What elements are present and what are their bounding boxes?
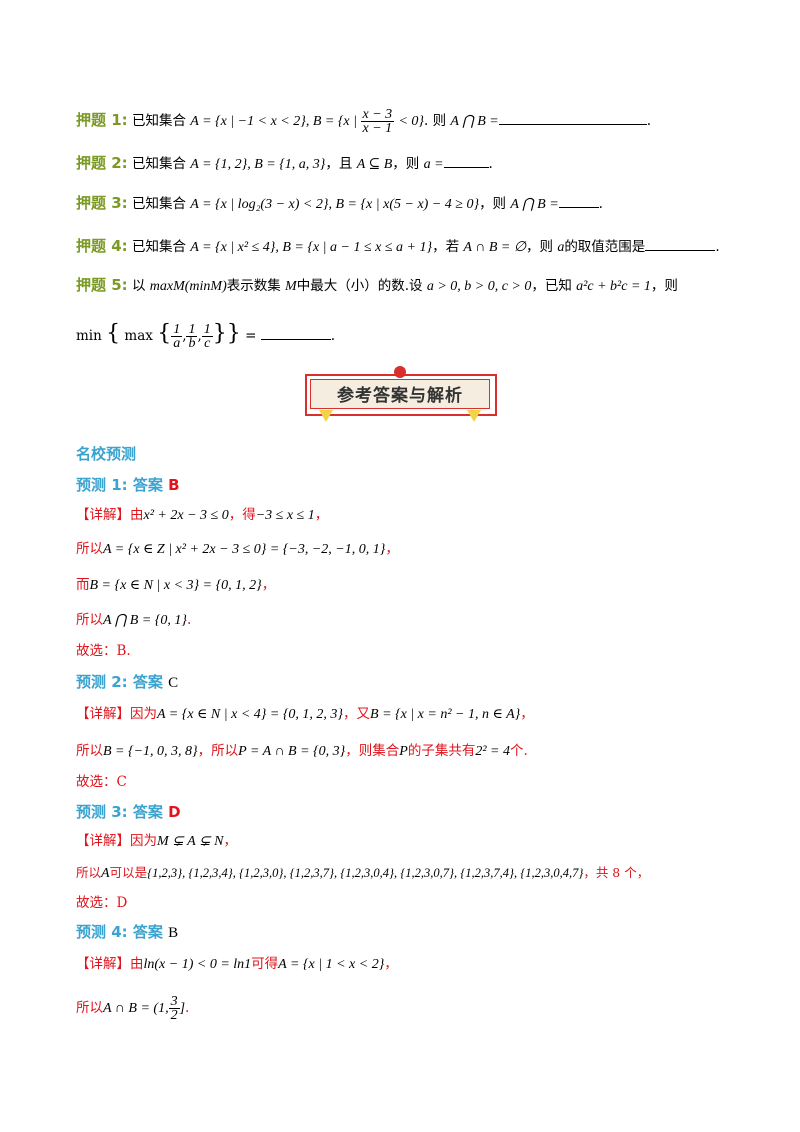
answer-1-header: 预测 1: 答案 B (76, 476, 180, 494)
answer-4-line-1: 【详解】由ln(x − 1) < 0 = ln1可得A = {x | 1 < x… (76, 956, 398, 972)
problem-label: 押题 4: (76, 237, 128, 255)
answer-3-choice: 故选：D (76, 895, 128, 911)
problem-label: 押题 1: (76, 111, 128, 129)
problem-5: 押题 5: 以 maxM(minM)表示数集 M中最大（小）的数.设 a > 0… (76, 276, 678, 294)
problem-4: 押题 4: 已知集合 A = {x | x² ≤ 4}, B = {x | a … (76, 236, 720, 255)
answer-blank (443, 153, 489, 168)
answer-2-choice: 故选：C (76, 774, 127, 790)
answer-3-line-1: 【详解】因为M ⊊ A ⊊ N， (76, 833, 238, 849)
problem-label: 押题 3: (76, 194, 128, 212)
answer-3-header: 预测 3: 答案 D (76, 803, 181, 821)
answer-1-line-2: 所以A = {x ∈ Z | x² + 2x − 3 ≤ 0} = {−3, −… (76, 541, 399, 557)
ribbon-left-icon (319, 410, 333, 422)
problem-label: 押题 2: (76, 154, 128, 172)
answer-2-header: 预测 2: 答案 C (76, 673, 179, 691)
answer-4-header: 预测 4: 答案 B (76, 923, 179, 941)
problem-1: 押题 1: 已知集合 A = {x | −1 < x < 2}, B = {x … (76, 107, 651, 136)
problem-5-expression: min { max {1 a, 1 b, 1 c}} = . (76, 321, 335, 351)
section-title: 名校预测 (76, 445, 137, 463)
answer-blank (498, 110, 647, 125)
answer-blank (645, 236, 716, 251)
answer-2-line-2: 所以B = {−1, 0, 3, 8}，所以P = A ∩ B = {0, 3}… (76, 743, 528, 759)
answer-1-line-1: 【详解】由x² + 2x − 3 ≤ 0，得−3 ≤ x ≤ 1， (76, 507, 329, 523)
answer-4-line-2: 所以A ∩ B = (1, 3 2]. (76, 994, 190, 1023)
section-banner: 参考答案与解析 (305, 366, 497, 422)
answer-3-line-2: 所以A可以是{1,2,3}, {1,2,3,4}, {1,2,3,0}, {1,… (76, 865, 650, 881)
answer-2-line-1: 【详解】因为A = {x ∈ N | x < 4} = {0, 1, 2, 3}… (76, 706, 534, 722)
problem-3: 押题 3: 已知集合 A = {x | log₂(3 − x) < 2}, B … (76, 193, 603, 212)
answer-1-choice: 故选：B. (76, 643, 131, 659)
problem-2: 押题 2: 已知集合 A = {1, 2}, B = {1, a, 3}，且 A… (76, 153, 493, 172)
answer-blank (260, 325, 331, 340)
answer-1-line-3: 而B = {x ∈ N | x < 3} = {0, 1, 2}， (76, 577, 276, 593)
ribbon-right-icon (467, 410, 481, 422)
banner-pin-icon (394, 366, 406, 378)
answer-blank (558, 193, 599, 208)
answer-1-line-4: 所以A ⋂ B = {0, 1}. (76, 612, 192, 628)
banner-title: 参考答案与解析 (337, 386, 463, 406)
problem-label: 押题 5: (76, 276, 128, 294)
